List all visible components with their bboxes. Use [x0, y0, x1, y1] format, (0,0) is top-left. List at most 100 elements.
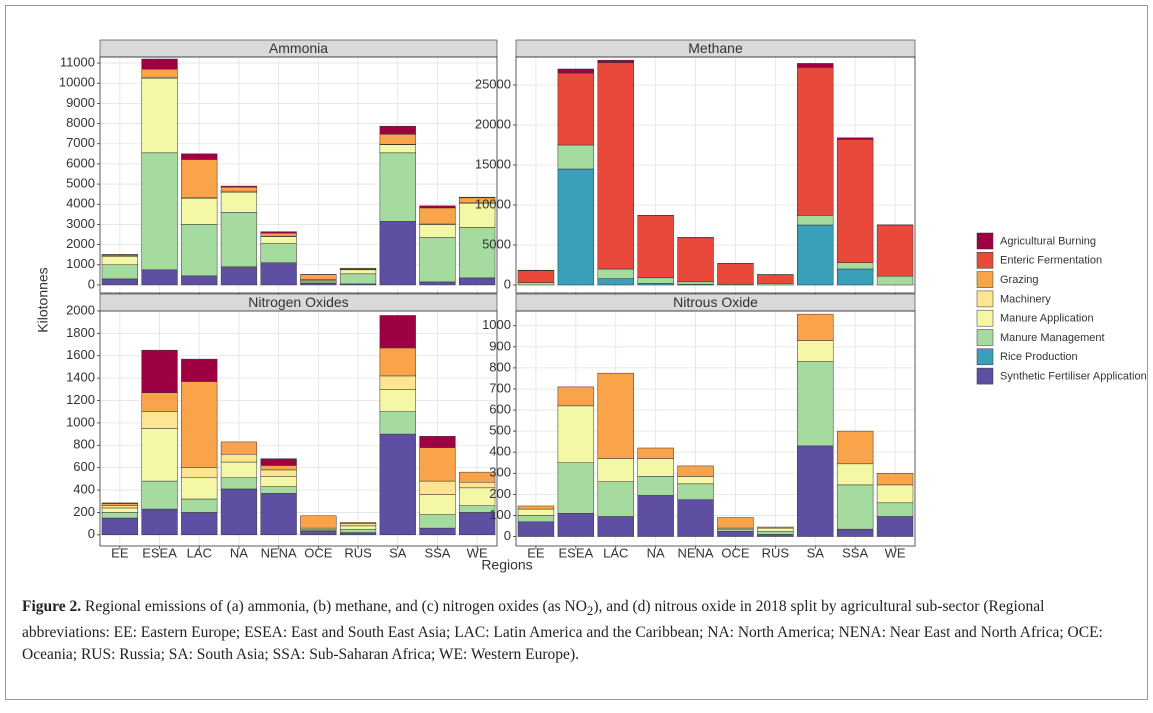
legend-swatch [976, 329, 994, 346]
bar-segment [757, 526, 794, 529]
bar-segment [101, 507, 138, 513]
strip-title: Nitrous Oxide [673, 294, 758, 310]
x-tick-label: OCE [721, 545, 750, 560]
bar-segment [101, 278, 138, 286]
bar-segment [836, 139, 874, 263]
bar-segment [379, 411, 416, 435]
legend-swatch [976, 271, 994, 288]
y-tick-label: 1800 [66, 325, 95, 340]
y-tick-label: 8000 [66, 115, 95, 130]
bar-segment [797, 215, 834, 226]
x-tick-label: OCE [304, 545, 333, 560]
y-tick-label: 1400 [66, 370, 95, 385]
legend-swatch [976, 290, 994, 308]
bar-segment [597, 458, 634, 482]
bar-segment [836, 528, 874, 537]
bar-segment [517, 270, 555, 283]
bar-segment [379, 389, 416, 412]
y-tick-label: 1000 [66, 256, 95, 271]
bar-segment [101, 502, 138, 504]
legend-swatch [976, 309, 994, 327]
bar-segment [836, 268, 874, 286]
bar-segment [836, 484, 874, 530]
figure-frame [5, 5, 1148, 700]
bar-segment [557, 405, 595, 463]
panel-border [99, 310, 498, 547]
bar-segment [101, 505, 138, 509]
y-tick-label: 4000 [66, 196, 95, 211]
bar-segment [419, 224, 456, 238]
bar-segment [141, 68, 178, 78]
bar-segment [459, 277, 496, 286]
bar-segment [181, 358, 218, 382]
bar-segment [797, 313, 834, 341]
bar-segment [637, 476, 674, 496]
x-tick-label: LAC [187, 545, 212, 560]
legend-label: Rice Production [1000, 351, 1078, 363]
bar-segment [836, 463, 874, 486]
bar-segment [637, 495, 674, 537]
bar-segment [757, 530, 794, 535]
bar-segment [836, 262, 874, 270]
bar-segment [876, 516, 914, 537]
bar-segment [836, 137, 874, 140]
x-axis-label: Regions [481, 557, 532, 573]
y-tick-label: 100 [489, 507, 511, 522]
y-tick-label: 800 [73, 437, 95, 452]
y-tick-label: 5000 [482, 236, 511, 251]
y-tick-label: 0 [88, 276, 95, 291]
bar-segment [181, 159, 218, 199]
bar-segment [141, 269, 178, 286]
bar-segment [379, 347, 416, 377]
bar-segment [339, 532, 377, 536]
bar-segment [597, 372, 634, 459]
bar-segment [181, 512, 218, 536]
bar-segment [717, 528, 754, 532]
bar-segment [141, 152, 178, 271]
bar-segment [220, 453, 258, 463]
bar-segment [379, 134, 416, 145]
bar-segment [339, 523, 377, 527]
y-tick-label: 10000 [475, 196, 511, 211]
bar-segment [141, 428, 178, 482]
bar-segment [101, 264, 138, 280]
strip-title: Ammonia [269, 40, 328, 56]
bar-segment [220, 477, 258, 490]
bar-segment [220, 266, 258, 286]
bar-segment [141, 349, 178, 393]
y-tick-label: 0 [88, 526, 95, 541]
bar-segment [260, 476, 297, 487]
bar-segment [637, 447, 674, 459]
bar-segment [300, 515, 337, 529]
y-tick-label: 1200 [66, 392, 95, 407]
legend-label: Manure Application [1000, 313, 1094, 325]
y-tick-label: 1000 [66, 414, 95, 429]
bar-segment [220, 441, 258, 455]
bar-segment [419, 514, 456, 529]
y-tick-label: 200 [489, 486, 511, 501]
bar-segment [300, 282, 337, 286]
bar-segment [339, 269, 377, 275]
y-tick-label: 400 [73, 481, 95, 496]
bar-segment [557, 168, 595, 286]
bar-segment [677, 465, 714, 477]
bar-segment [637, 215, 674, 279]
legend-label: Machinery [1000, 293, 1051, 305]
bar-segment [597, 62, 634, 270]
bar-segment [181, 498, 218, 513]
bar-segment [141, 77, 178, 154]
strip-title: Nitrogen Oxides [248, 294, 348, 310]
bar-segment [836, 430, 874, 465]
y-tick-label: 7000 [66, 135, 95, 150]
bar-segment [141, 508, 178, 536]
bar-segment [717, 530, 754, 537]
bar-segment [419, 480, 456, 495]
bar-segment [220, 212, 258, 268]
bar-segment [517, 521, 555, 537]
x-tick-label: SA [807, 545, 825, 560]
bar-segment [597, 268, 634, 279]
bar-segment [557, 68, 595, 74]
bar-segment [876, 224, 914, 277]
bar-segment [459, 471, 496, 483]
bar-segment [379, 375, 416, 390]
